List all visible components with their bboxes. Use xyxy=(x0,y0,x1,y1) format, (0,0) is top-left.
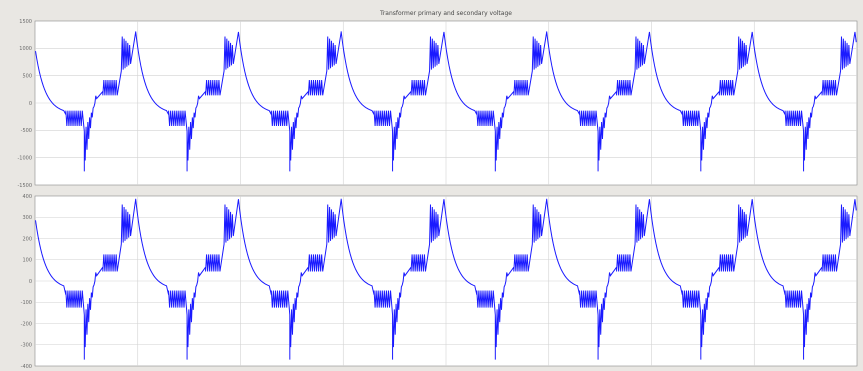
top-axes: Transformer primary and secondary voltag… xyxy=(17,10,858,189)
bottom-y-tick-label: 100 xyxy=(22,258,32,264)
bottom-y-tick-label: 0 xyxy=(29,279,32,285)
top-y-tick-label: 1500 xyxy=(19,19,32,25)
top-y-tick-label: -500 xyxy=(21,128,32,134)
bottom-y-tick-label: 400 xyxy=(22,194,32,200)
bottom-grid xyxy=(35,196,857,366)
bottom-y-tick-label: -100 xyxy=(21,300,32,306)
bottom-y-ticks: 400 300 200 100 0 -100 -200 -300 -400 xyxy=(21,194,32,370)
bottom-y-tick-label: 300 xyxy=(22,215,32,221)
top-y-tick-label: 0 xyxy=(29,101,32,107)
top-y-tick-label: -1500 xyxy=(17,183,32,189)
bottom-y-tick-label: 200 xyxy=(22,236,32,242)
bottom-y-tick-label: -200 xyxy=(21,321,32,327)
bottom-series-line xyxy=(35,198,857,360)
bottom-y-tick-label: -300 xyxy=(21,343,32,349)
top-y-ticks: 1500 1000 500 0 -500 -1000 -1500 xyxy=(17,19,32,189)
top-chart-title: Transformer primary and secondary voltag… xyxy=(379,10,512,17)
top-y-tick-label: 500 xyxy=(22,73,32,79)
top-y-tick-label: 1000 xyxy=(19,46,32,52)
bottom-y-tick-label: -400 xyxy=(21,364,32,370)
top-y-tick-label: -1000 xyxy=(17,155,32,161)
bottom-axes: 400 300 200 100 0 -100 -200 -300 -400 xyxy=(21,194,858,370)
top-series-line xyxy=(35,31,857,172)
